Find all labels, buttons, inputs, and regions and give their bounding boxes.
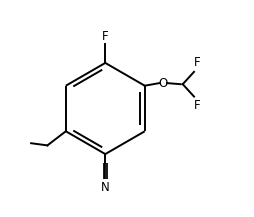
Text: F: F: [102, 30, 109, 43]
Text: F: F: [194, 99, 200, 112]
Text: O: O: [158, 77, 168, 90]
Text: F: F: [194, 56, 200, 69]
Text: N: N: [101, 181, 110, 194]
